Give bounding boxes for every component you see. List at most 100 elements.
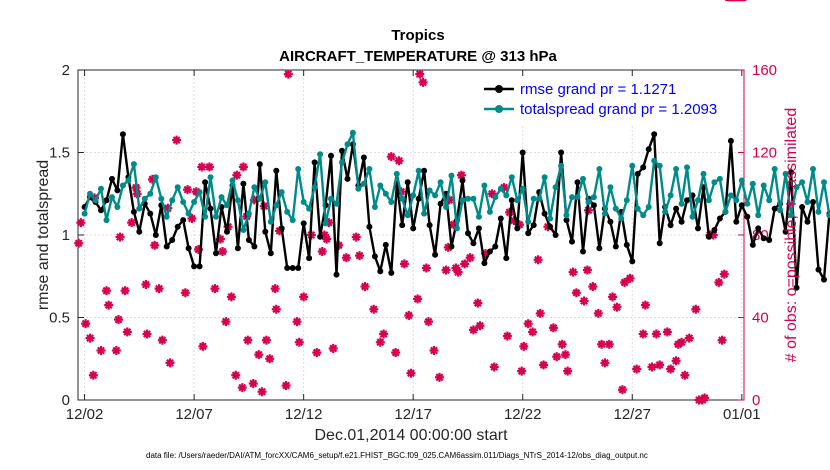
rmse-point <box>175 224 181 230</box>
spread-point <box>805 199 811 205</box>
spread-point <box>432 192 438 198</box>
rmse-point <box>98 207 104 213</box>
spread-point <box>454 225 460 231</box>
obs-point <box>282 381 291 390</box>
rmse-point <box>180 217 186 223</box>
rmse-point <box>569 239 575 245</box>
obs-point <box>218 247 227 256</box>
spread-point <box>230 178 236 184</box>
rmse-point <box>580 249 586 255</box>
spread-point <box>460 197 466 203</box>
obs-point <box>639 330 648 339</box>
spread-point <box>739 178 745 184</box>
rmse-point <box>679 219 685 225</box>
spread-point <box>388 199 394 205</box>
obs-point <box>284 70 293 79</box>
spread-point <box>158 196 164 202</box>
spread-point <box>646 204 652 210</box>
rmse-point <box>542 211 548 217</box>
spread-point <box>618 216 624 222</box>
y-tick-label: 0.5 <box>49 310 70 327</box>
obs-point <box>442 266 451 275</box>
rmse-point <box>262 229 268 235</box>
spread-point <box>766 197 772 203</box>
spread-point <box>690 214 696 220</box>
chart: Tropics AIRCRAFT_TEMPERATURE @ 313 hPa 1… <box>0 0 830 470</box>
spread-point <box>361 181 367 187</box>
spread-point <box>629 163 635 169</box>
obs-point <box>524 319 533 328</box>
spread-point <box>186 211 192 217</box>
obs-point <box>435 373 444 382</box>
spread-point <box>279 189 285 195</box>
obs-point <box>534 255 543 264</box>
obs-point <box>143 330 152 339</box>
spread-point <box>317 151 323 157</box>
spread-point <box>733 197 739 203</box>
rmse-point <box>520 150 526 156</box>
obs-point <box>74 239 83 248</box>
spread-point <box>350 130 356 136</box>
x-tick-label: 12/07 <box>175 406 213 423</box>
legend-spread-label: totalspread grand pr = 1.2093 <box>520 101 717 118</box>
spread-point <box>558 163 564 169</box>
rmse-point <box>147 211 153 217</box>
rmse-point <box>290 265 296 271</box>
obs-point <box>605 340 614 349</box>
obs-point <box>691 305 700 314</box>
legend: rmse grand pr = 1.1271 totalspread grand… <box>480 76 742 124</box>
spread-point <box>596 166 602 172</box>
rmse-point <box>191 263 197 269</box>
rmse-point <box>695 225 701 231</box>
rmse-point <box>805 219 811 225</box>
legend-rmse-marker <box>495 85 503 93</box>
spread-point <box>328 196 334 202</box>
spread-point <box>624 197 630 203</box>
rmse-point <box>739 202 745 208</box>
spread-point <box>657 163 663 169</box>
spread-point <box>602 211 608 217</box>
spread-point <box>164 214 170 220</box>
rmse-point <box>711 227 717 233</box>
rmse-point <box>766 237 772 243</box>
spread-point <box>104 217 110 223</box>
rmse-point <box>334 272 340 278</box>
obs-point <box>632 365 641 374</box>
y-axis-label: rmse and totalspread <box>35 160 52 310</box>
rmse-point <box>514 225 520 231</box>
spread-point <box>147 191 153 197</box>
spread-point <box>662 209 668 215</box>
obs-point <box>198 342 207 351</box>
spread-point <box>87 191 93 197</box>
obs-point <box>572 288 581 297</box>
spread-point <box>131 161 137 167</box>
obs-point <box>539 360 548 369</box>
rmse-point <box>821 277 827 283</box>
spread-point <box>262 179 268 185</box>
obs-point <box>394 156 403 165</box>
spread-point <box>711 179 717 185</box>
obs-point <box>714 278 723 287</box>
x-tick-label: 12/17 <box>394 406 432 423</box>
legend-spread-marker <box>495 105 503 113</box>
obs-point <box>597 340 606 349</box>
spread-point <box>470 196 476 202</box>
obs-point <box>641 301 650 310</box>
spread-point <box>547 216 553 222</box>
spread-point <box>569 194 575 200</box>
rmse-point <box>224 229 230 235</box>
spread-point <box>125 178 131 184</box>
spread-point <box>564 212 570 218</box>
rmse-point <box>284 265 290 271</box>
obs-point <box>430 346 439 355</box>
spread-point <box>799 179 805 185</box>
rmse-point <box>202 179 208 185</box>
obs-point <box>369 305 378 314</box>
rmse-point <box>624 242 630 248</box>
rmse-point <box>301 220 307 226</box>
spread-point <box>290 217 296 223</box>
spread-point <box>383 191 389 197</box>
rmse-point <box>410 225 416 231</box>
obs-point <box>112 346 121 355</box>
spread-point <box>372 204 378 210</box>
